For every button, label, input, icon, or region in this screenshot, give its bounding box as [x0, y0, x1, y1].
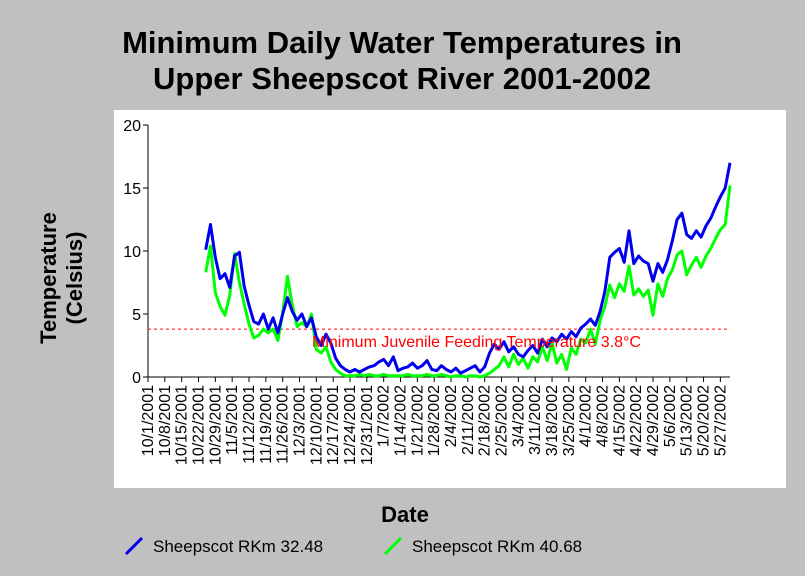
x-tick-label: 11/12/2001: [241, 385, 258, 464]
series-line-rkm-40-68: [204, 185, 732, 379]
x-tick-label: 12/3/2001: [292, 385, 309, 456]
chart-title-line1: Minimum Daily Water Temperatures in: [122, 25, 682, 60]
x-tick-label: 4/15/2002: [611, 385, 628, 456]
x-tick-label: 3/18/2002: [544, 385, 561, 456]
x-tick-label: 4/8/2002: [595, 385, 612, 447]
x-tick-label: 5/6/2002: [662, 385, 679, 447]
x-tick-label: 11/5/2001: [224, 385, 241, 455]
chart-title-line2: Upper Sheepscot River 2001-2002: [153, 61, 651, 96]
x-tick-label: 12/24/2001: [342, 385, 359, 465]
x-tick-label: 5/20/2002: [696, 385, 713, 456]
x-tick-label: 10/1/2001: [140, 385, 157, 456]
x-tick-label: 12/31/2001: [359, 385, 376, 465]
x-tick-label: 1/28/2002: [426, 385, 443, 456]
x-tick-label: 4/22/2002: [628, 385, 645, 456]
plot-area: [114, 110, 786, 488]
x-tick-label: 5/27/2002: [712, 385, 729, 456]
x-tick-label: 2/25/2002: [494, 385, 511, 456]
x-tick-label: 1/7/2002: [376, 385, 393, 447]
y-tick-label: 15: [123, 181, 141, 198]
x-tick-label: 5/13/2002: [679, 385, 696, 456]
legend-item-rkm-32-48[interactable]: Sheepscot RKm 32.48: [124, 536, 323, 556]
x-tick-label: 1/14/2002: [393, 385, 410, 456]
x-tick-label: 10/15/2001: [174, 385, 191, 465]
y-tick-label: 5: [132, 307, 141, 324]
x-tick-label: 2/18/2002: [477, 385, 494, 456]
series-line-rkm-32-48: [204, 162, 732, 375]
x-tick-label: 10/22/2001: [191, 385, 208, 465]
y-axis-title-line1: Temperature: [36, 212, 61, 344]
x-axis: 10/1/2001 10/8/2001 10/15/2001 10/22/2001 10…: [140, 377, 729, 465]
legend-swatch: [383, 536, 403, 556]
x-tick-label: 2/11/2002: [460, 385, 477, 455]
x-tick-label: 3/4/2002: [510, 385, 527, 447]
x-tick-label: 10/29/2001: [207, 385, 224, 465]
y-axis-title-line2: (Celsius): [62, 232, 87, 325]
x-tick-label: 3/11/2002: [527, 385, 544, 455]
y-axis: 0 5 10 15 20: [123, 118, 148, 387]
x-tick-label: 2/4/2002: [443, 385, 460, 447]
legend-label: Sheepscot RKm 32.48: [153, 537, 323, 556]
x-tick-label: 12/17/2001: [325, 385, 342, 465]
x-tick-label: 4/1/2002: [578, 385, 595, 447]
x-axis-title: Date: [381, 502, 429, 527]
x-tick-label: 4/29/2002: [645, 385, 662, 456]
legend-label: Sheepscot RKm 40.68: [412, 537, 582, 556]
y-tick-label: 20: [123, 118, 141, 135]
legend: Sheepscot RKm 32.48 Sheepscot RKm 40.68: [124, 536, 582, 556]
x-tick-label: 1/21/2002: [409, 385, 426, 456]
x-tick-label: 11/19/2001: [258, 385, 275, 464]
x-tick-label: 10/8/2001: [157, 385, 174, 456]
x-tick-label: 11/26/2001: [275, 385, 292, 464]
y-tick-label: 0: [132, 370, 141, 387]
legend-swatch: [124, 536, 144, 556]
x-tick-label: 3/25/2002: [561, 385, 578, 456]
legend-item-rkm-40-68[interactable]: Sheepscot RKm 40.68: [383, 536, 582, 556]
reference-line-label: Minimum Juvenile Feeding Temperature 3.8…: [312, 334, 641, 351]
x-tick-label: 12/10/2001: [308, 385, 325, 465]
y-tick-label: 10: [123, 244, 141, 261]
